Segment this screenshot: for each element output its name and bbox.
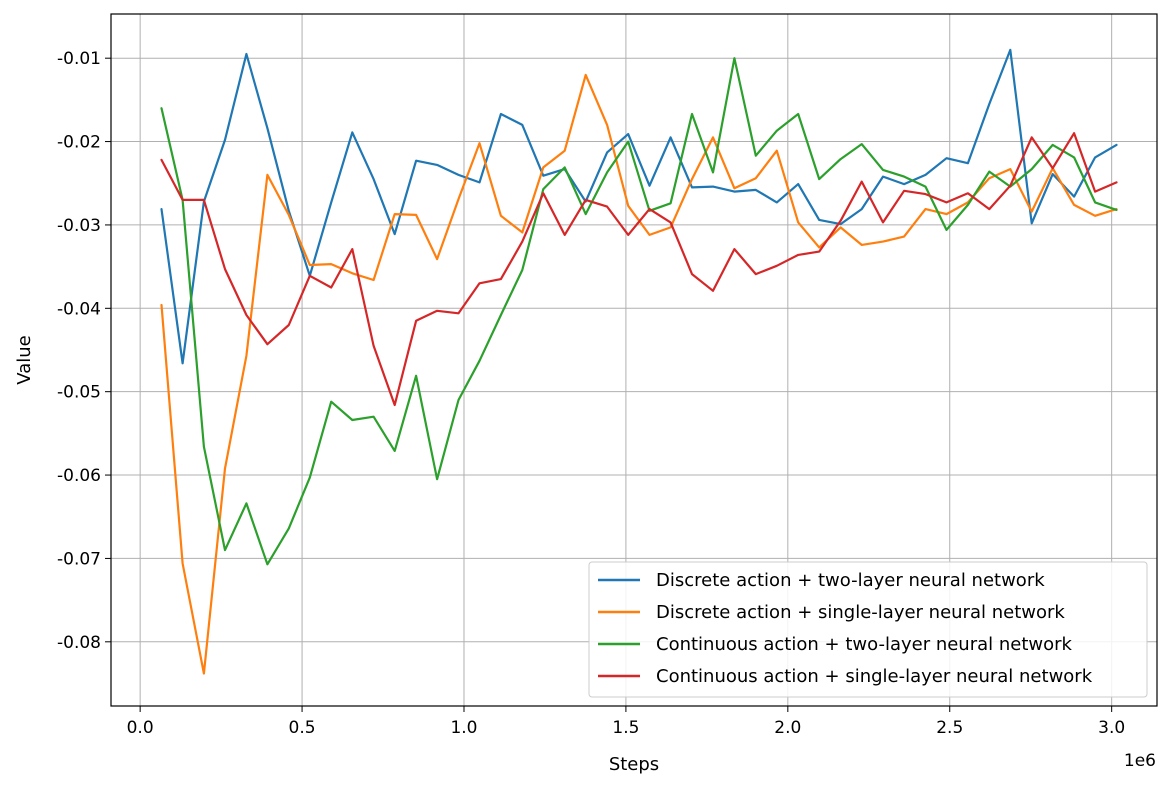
y-tick-label: -0.03 [57,216,101,236]
x-axis-label: Steps [609,754,659,775]
x-axis-offset-label: 1e6 [1124,751,1156,771]
legend-label-4: Continuous action + single-layer neural … [656,666,1093,687]
legend-label-2: Discrete action + single-layer neural ne… [656,602,1065,623]
y-tick-label: -0.02 [57,133,101,153]
series-line-3 [160,57,1118,566]
x-tick-label: 2.0 [774,718,801,738]
series-lines [160,48,1118,675]
y-tick-label: -0.06 [57,466,101,486]
y-tick-label: -0.01 [57,49,101,69]
y-axis-label: Value [14,335,35,384]
x-tick-label: 0.5 [289,718,316,738]
legend: Discrete action + two-layer neural netwo… [588,561,1148,698]
legend-label-3: Continuous action + two-layer neural net… [656,634,1073,655]
x-tick-label: 0.0 [127,718,154,738]
x-tick-label: 2.5 [936,718,963,738]
series-line-1 [160,48,1118,365]
y-axis-ticks: -0.01 -0.02 -0.03 -0.04 -0.05 -0.06 -0.07 -0.08 [57,49,111,653]
x-tick-label: 1.5 [612,718,639,738]
y-tick-label: -0.05 [57,383,101,403]
y-tick-label: -0.08 [57,633,101,653]
y-tick-label: -0.07 [57,549,101,569]
legend-label-1: Discrete action + two-layer neural netwo… [656,570,1045,591]
plot-frame [110,13,1158,707]
x-tick-label: 3.0 [1098,718,1125,738]
y-tick-label: -0.04 [57,299,101,319]
x-tick-label: 1.0 [450,718,477,738]
x-axis-ticks: 0.0 0.5 1.0 1.5 2.0 2.5 3.0 [127,706,1125,738]
legend-box [588,561,1148,698]
series-line-4 [160,132,1118,407]
